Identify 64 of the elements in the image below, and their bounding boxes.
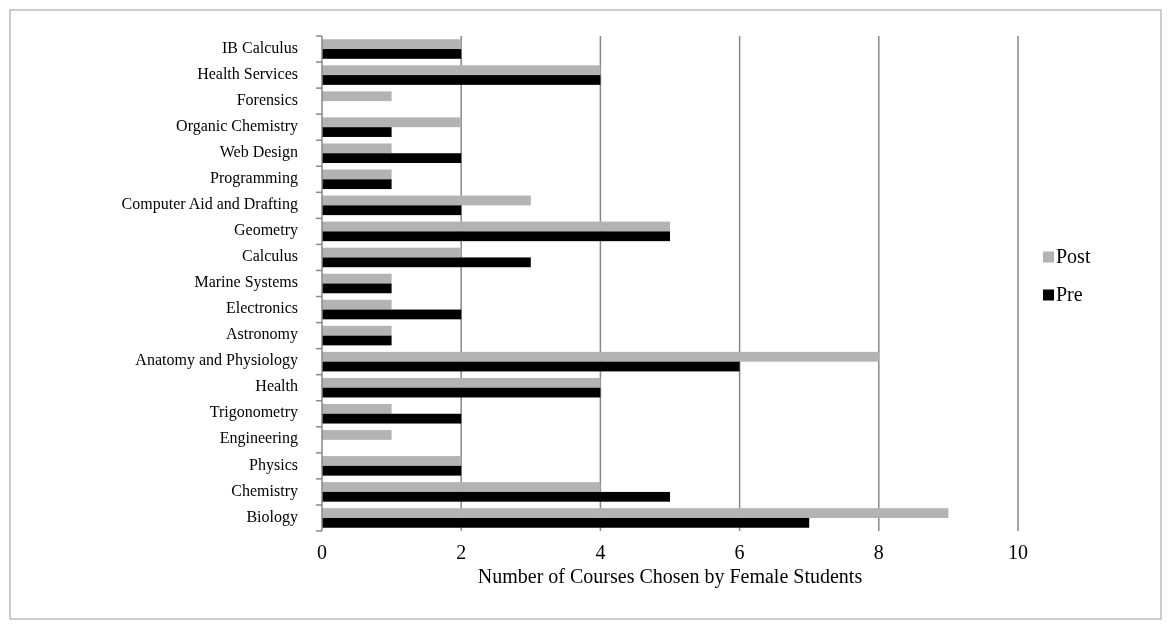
bar <box>322 403 392 414</box>
y-tick-label: Marine Systems <box>194 273 298 292</box>
y-tick-label: Physics <box>249 455 298 474</box>
x-tick-label: 4 <box>595 541 606 563</box>
y-tick-label: Calculus <box>242 247 298 265</box>
bar <box>322 283 392 294</box>
bar <box>322 456 462 466</box>
y-tick-label: Biology <box>246 507 298 526</box>
x-tick-label: 2 <box>456 541 467 563</box>
x-tick-label: 0 <box>317 541 327 563</box>
bar <box>322 325 392 336</box>
x-tick-label: 10 <box>1008 541 1028 563</box>
bar <box>322 273 392 284</box>
y-tick-label: Organic Chemistry <box>176 116 298 135</box>
bar <box>322 517 810 528</box>
bar <box>322 247 462 258</box>
y-tick-label: Web Design <box>219 142 298 161</box>
bar <box>322 179 392 190</box>
bar <box>322 169 392 180</box>
bar <box>322 257 531 268</box>
y-tick-label: Computer Aid and Drafting <box>121 195 298 214</box>
x-tick-label: 8 <box>873 541 884 563</box>
bar <box>322 482 601 492</box>
bar <box>322 221 670 232</box>
legend-label: Pre <box>1056 283 1083 306</box>
x-axis-title: Number of Courses Chosen by Female Students <box>477 565 863 588</box>
bar <box>322 351 879 362</box>
bar <box>322 117 462 128</box>
x-tick-label: 6 <box>734 541 745 563</box>
y-tick-label: Trigonometry <box>209 403 298 422</box>
y-tick-label: Astronomy <box>226 325 298 344</box>
bar <box>322 143 392 154</box>
y-tick-label: Health <box>255 377 298 395</box>
bar <box>322 205 462 216</box>
bar <box>322 65 601 76</box>
bar <box>322 299 392 310</box>
y-tick-label: Programming <box>210 168 298 187</box>
y-tick-label: Anatomy and Physiology <box>135 351 298 370</box>
y-tick-label: Geometry <box>234 221 298 240</box>
bar <box>322 361 740 372</box>
y-tick-label: Engineering <box>219 429 298 448</box>
bar <box>322 335 392 346</box>
bar <box>322 39 462 50</box>
y-tick-label: Electronics <box>226 299 298 317</box>
bar <box>322 465 462 476</box>
y-tick-label: IB Calculus <box>222 38 298 56</box>
bar <box>322 231 670 242</box>
bar <box>322 377 601 388</box>
bar <box>322 75 601 85</box>
bar <box>322 49 462 59</box>
bar <box>322 195 531 206</box>
bar <box>322 430 392 440</box>
bar <box>322 91 392 102</box>
legend-label: Post <box>1056 245 1091 268</box>
bar <box>322 387 601 398</box>
y-tick-label: Forensics <box>236 90 298 108</box>
bar <box>322 508 949 518</box>
bar <box>322 127 392 137</box>
bar <box>322 153 462 164</box>
y-tick-label: Chemistry <box>231 481 298 500</box>
y-tick-label: Health Services <box>197 64 298 82</box>
bar <box>322 413 462 424</box>
bar <box>322 309 462 320</box>
bar <box>322 491 670 502</box>
